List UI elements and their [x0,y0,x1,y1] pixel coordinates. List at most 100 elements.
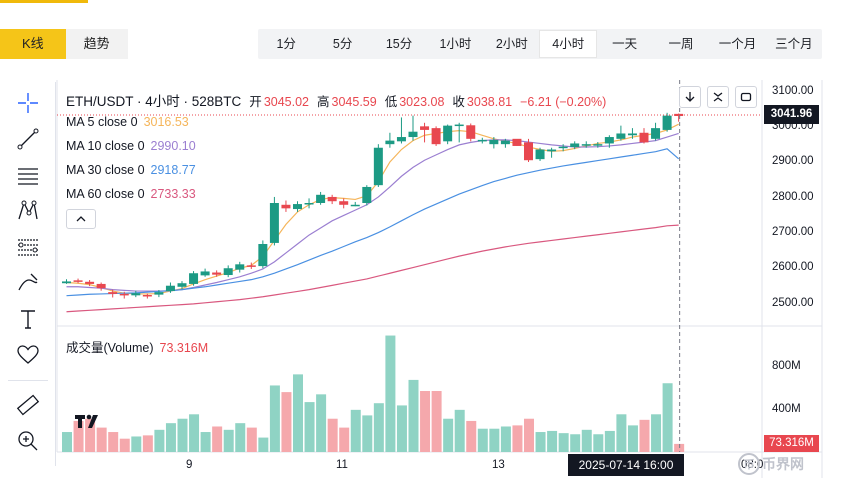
maximize-button[interactable] [735,86,757,108]
candle-body [165,285,175,292]
ma5-line [66,123,679,295]
high-label: 高 [317,95,330,109]
volume-bar [304,402,315,452]
ma5-legend: MA 5 close 0 3016.53 [66,115,189,129]
ma10-legend: MA 10 close 0 2990.10 [66,139,196,153]
candle-body [443,125,453,142]
collapse-legend-button[interactable] [66,209,96,229]
candle-body [96,283,106,289]
price-tick: 2900.00 [772,155,814,167]
volume-bar [420,391,431,452]
ma60-label: MA 60 close 0 [66,187,145,201]
volume-bar [96,427,107,452]
interval-tab-0[interactable]: 1分 [276,37,296,51]
pattern-icon[interactable] [12,196,44,226]
brush-icon[interactable] [12,268,44,298]
candle-body [662,115,672,130]
fib-icon[interactable] [12,232,44,262]
trendline-icon[interactable] [12,124,44,154]
crosshair-icon[interactable] [12,88,44,118]
volume-bar [293,374,303,452]
maximize-icon [740,92,752,102]
candle-body [500,140,510,145]
ma30-legend: MA 30 close 0 2918.77 [66,163,196,177]
open-label: 开 [249,95,262,109]
ma60-line [66,224,679,313]
candle-body [142,294,152,297]
ma10-label: MA 10 close 0 [66,139,145,153]
interval-tab-1[interactable]: 5分 [332,37,353,51]
candle-body [281,204,291,209]
view-tabs: K线 趋势 [0,29,128,59]
candle-body [431,128,441,145]
volume-bar [165,423,176,452]
zoom-in-icon[interactable] [12,426,44,456]
heart-icon[interactable] [12,340,44,370]
candle-body [651,128,661,139]
candle-body [639,132,649,143]
tradingview-logo [72,410,104,432]
volume-bar [258,437,269,452]
volume-bar [189,414,200,452]
interval-bar: 1分 5分 15分 1小时 2小时 4小时 一天 一周 一个月 三个月 [258,29,822,59]
candle-body [223,268,233,276]
candle-body [177,283,187,287]
candle-body [362,186,372,203]
interval-tab-3[interactable]: 1小时 [439,37,472,51]
volume-bar [142,435,153,452]
collapse-button[interactable] [707,86,729,108]
ma5-value: 3016.53 [143,115,189,129]
candle-body [604,137,614,144]
view-tab-1[interactable]: 趋势 [65,29,128,59]
candle-body [246,265,256,267]
view-tab-0[interactable]: K线 [0,29,66,59]
high-value: 3045.59 [331,95,377,109]
candle-body [408,131,418,138]
candle-body [350,204,360,207]
volume-bar [651,414,662,452]
volume-bar [604,430,615,452]
volume-bar [235,423,246,452]
ruler-icon[interactable] [12,390,44,420]
toolbar-divider [8,380,48,381]
volume-bar [281,392,292,452]
volume-bar [512,425,523,452]
candle-body [327,196,337,202]
candle-body [189,273,199,284]
interval-tab-6[interactable]: 一天 [612,37,638,51]
candle-body [570,143,580,148]
interval-tab-2[interactable]: 15分 [385,37,413,51]
volume-bar [454,409,465,452]
interval-tab-7[interactable]: 一周 [668,37,694,51]
close-value: 3038.81 [466,95,513,109]
volume-bar [443,418,454,452]
open-value: 3045.02 [263,95,309,109]
volume-tick: 400M [772,403,801,415]
interval-tab-4[interactable]: 2小时 [495,37,528,51]
volume-bar [177,418,188,452]
volume-bar [558,433,569,452]
move-down-button[interactable] [679,86,701,108]
horizontal-lines-icon[interactable] [12,160,44,190]
change-value: −6.21 (−0.20%) [520,95,607,109]
volume-bar [581,429,592,452]
candle-body [73,280,83,282]
interval-tab-8[interactable]: 一个月 [718,37,757,51]
ma10-value: 2990.10 [150,139,196,153]
text-icon[interactable] [12,304,44,334]
time-tick: 9 [186,459,193,471]
volume-bar [131,436,142,452]
arrow-down-icon [685,92,695,102]
volume-bar [535,432,546,452]
candle-body [131,293,141,296]
volume-bar [396,405,407,452]
candle-body [489,139,499,145]
candle-body [593,144,603,146]
interval-tab-9[interactable]: 三个月 [775,37,813,51]
candle-body [420,126,430,130]
interval-tab-5[interactable]: 4小时 [540,31,597,57]
candle-body [304,203,314,205]
low-label: 低 [384,95,398,109]
volume-bar [339,427,350,452]
